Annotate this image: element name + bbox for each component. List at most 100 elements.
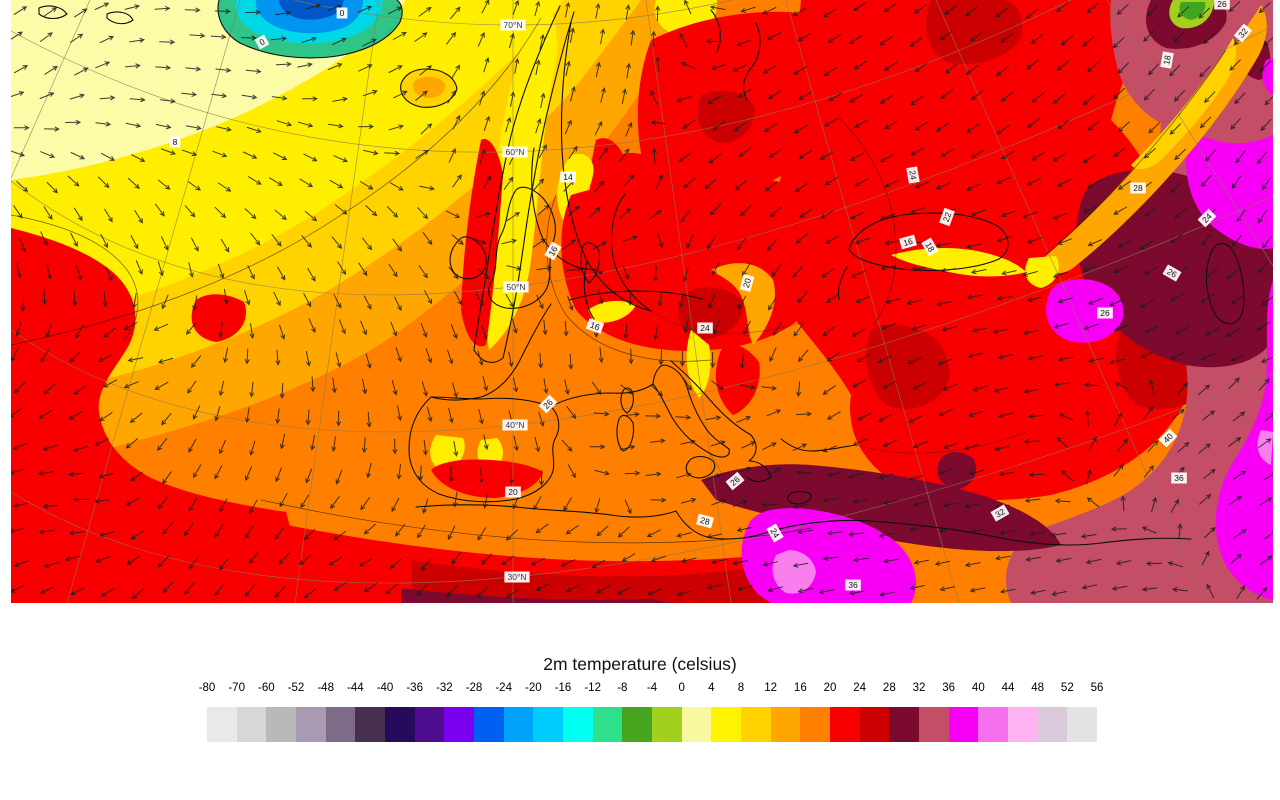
isotherm-label-chip xyxy=(544,241,562,261)
legend-tick: 0 xyxy=(678,682,685,694)
legend-tick: 36 xyxy=(942,682,956,694)
isotherm-label-text: 24 xyxy=(768,526,782,539)
latitude-label-chip xyxy=(503,281,529,293)
isotherm-label-chip xyxy=(538,394,558,414)
legend-tick: 44 xyxy=(1001,682,1015,694)
isotherm-label: 26 xyxy=(1214,0,1230,10)
legend-color-cell xyxy=(592,707,623,742)
latitude-label-chip xyxy=(502,419,528,431)
isotherm-label: 36 xyxy=(845,579,861,591)
isotherm-label-chip xyxy=(739,274,755,292)
isotherm-label: 22 xyxy=(939,207,955,227)
isotherm-label-text: 24 xyxy=(700,323,710,333)
isotherm-label-text: 24 xyxy=(907,169,919,180)
legend-color-cell xyxy=(414,707,445,742)
isotherm-label-chip xyxy=(906,166,920,184)
isotherm-label: 0 xyxy=(336,7,348,19)
legend-color-cell xyxy=(474,707,504,742)
legend-color-cell xyxy=(385,707,415,742)
legend-tick: -8 xyxy=(617,682,628,694)
legend-tick: -4 xyxy=(646,682,658,694)
legend-tick: 12 xyxy=(764,682,778,694)
isotherm-label-text: 32 xyxy=(993,506,1006,520)
latitude-label-text: 60°N xyxy=(506,147,525,157)
isotherm-label-text: 14 xyxy=(563,172,573,182)
latitude-label: 30°N xyxy=(504,571,530,583)
legend-tick: 4 xyxy=(708,682,715,694)
isotherm-label-text: 18 xyxy=(1161,54,1173,65)
isotherm-label-text: 28 xyxy=(1133,183,1143,193)
isotherm-label-chip xyxy=(697,322,713,334)
isotherm-label-chip xyxy=(585,318,605,334)
isotherm-label-chip xyxy=(921,237,939,257)
latitude-label: 40°N xyxy=(502,419,528,431)
isotherm-label-chip xyxy=(169,136,181,148)
isotherm-label-chip xyxy=(725,471,745,491)
wind-arrow-glyphs xyxy=(8,0,1278,600)
legend-color-cell xyxy=(622,707,653,742)
isotherm-label-chip xyxy=(1097,307,1113,319)
isotherm-label-chip xyxy=(939,207,955,227)
legend-color-cell xyxy=(652,707,682,742)
legend-color-cell xyxy=(563,707,593,742)
latitude-label-text: 40°N xyxy=(506,420,525,430)
isotherm-label: 20 xyxy=(505,486,521,498)
isotherm-label: 26 xyxy=(1162,264,1182,282)
isotherm-label-text: 22 xyxy=(941,211,954,224)
legend-tick: -48 xyxy=(317,682,334,694)
isotherm-label-chip xyxy=(1158,428,1178,448)
isotherm-label-text: 26 xyxy=(1217,0,1227,9)
isotherm-label-chip xyxy=(766,523,784,543)
legend-tick: -20 xyxy=(525,682,542,694)
isotherm-label-chip xyxy=(1171,472,1187,484)
temperature-fill-regions xyxy=(11,0,1273,603)
map-area: 8 0 0 14 16 16 20 24 26 20 26 28 24 36 32 24 22 16 18 28 24 2… xyxy=(8,0,1278,604)
isotherm-label: 32 xyxy=(990,504,1010,522)
isotherm-label-text: 26 xyxy=(1100,308,1110,318)
isotherm-label-text: 26 xyxy=(1165,266,1178,280)
legend-tick: -28 xyxy=(465,682,483,694)
legend-color-cell xyxy=(889,707,920,742)
legend-tick: -80 xyxy=(198,682,216,694)
isotherm-label: 18 xyxy=(921,237,939,257)
isotherm-label-chip xyxy=(336,7,348,19)
isotherm-label-chip xyxy=(696,513,714,529)
isotherm-label-text: 8 xyxy=(173,137,178,147)
isotherm-label-chip xyxy=(1233,23,1253,43)
legend-color-cell xyxy=(711,707,742,742)
isotherm-label: 16 xyxy=(899,234,917,250)
legend-tick-labels: -80 -70 -60 -52 -48 -44 -40 -36 -32 -28 -24 -20 -16-… xyxy=(0,682,1280,697)
legend-color-cell xyxy=(266,707,297,742)
legend-tick: 32 xyxy=(912,682,926,694)
isotherm-label-chip xyxy=(505,486,521,498)
isotherm-label-text: 28 xyxy=(699,515,711,527)
legend-tick: -16 xyxy=(554,682,572,694)
isotherm-label-text: 20 xyxy=(508,487,518,497)
isotherm-label: 16 xyxy=(544,241,562,261)
legend-color-cell xyxy=(681,707,712,742)
isotherm-label-chip xyxy=(1214,0,1230,10)
isotherm-label-text: 16 xyxy=(546,244,560,257)
isotherm-label-chip xyxy=(254,34,270,50)
isotherm-label: 20 xyxy=(739,274,755,292)
legend-tick: -12 xyxy=(584,682,601,694)
legend-color-cell xyxy=(948,707,979,742)
isotherm-label-chip xyxy=(899,234,917,250)
map-labels: 8 0 0 14 16 16 20 24 26 20 26 28 24 36 32 24 22 16 18 28 24 2… xyxy=(169,0,1253,591)
latitude-label-text: 50°N xyxy=(507,282,526,292)
isotherm-label-chip xyxy=(845,579,861,591)
legend-tick: -60 xyxy=(258,682,275,694)
legend-tick: -44 xyxy=(347,682,364,694)
legend-tick: 24 xyxy=(853,682,867,694)
legend-color-cell xyxy=(859,707,890,742)
legend-color-cell xyxy=(207,707,237,742)
isotherm-label: 16 xyxy=(585,318,605,334)
isotherm-label-text: 36 xyxy=(848,580,858,590)
colorbar-legend: 2m temperature (celsius) -80 -70 -60 -52 -48… xyxy=(0,652,1280,742)
isotherm-label: 0 xyxy=(254,34,270,50)
legend-color-cell xyxy=(236,707,267,742)
legend-tick: 20 xyxy=(823,682,837,694)
latitude-label-chip xyxy=(504,571,530,583)
legend-color-cell xyxy=(830,707,860,742)
